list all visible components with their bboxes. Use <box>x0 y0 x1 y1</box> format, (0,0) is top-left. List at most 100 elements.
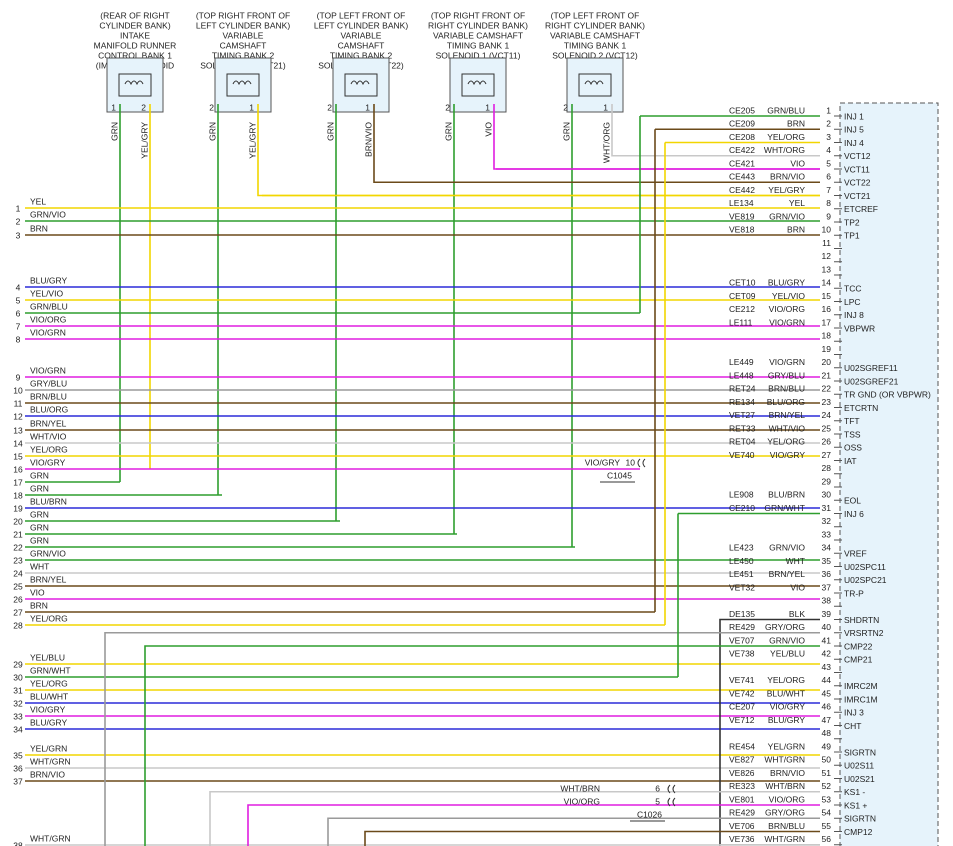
pin-number: 24 <box>822 410 832 420</box>
solenoid-coil <box>461 73 495 97</box>
wire-color: YEL/ORG <box>30 678 68 688</box>
signal-name: KS1 + <box>844 800 867 810</box>
wire-number: 27 <box>13 607 23 617</box>
wire-number: 35 <box>13 750 23 760</box>
circuit-id: RET33 <box>729 423 756 433</box>
circuit-id: VE818 <box>729 225 755 235</box>
solenoid-label: (TOP RIGHT FRONT OF <box>431 10 525 20</box>
wire-color: GRN/VIO <box>30 548 66 558</box>
solenoid-box <box>566 57 624 113</box>
pin-number: 5 <box>826 158 831 168</box>
pin-number: 37 <box>822 582 832 592</box>
wire-color: BLU/GRY <box>30 717 67 727</box>
connector-symbol <box>667 797 676 807</box>
wire-number: 16 <box>13 464 23 474</box>
solenoid-label: VARIABLE CAMSHAFT <box>433 30 523 40</box>
wire-number: 1 <box>16 203 21 213</box>
circuit-id: RET24 <box>729 384 756 394</box>
wire-color: BLU/ORG <box>767 397 805 407</box>
signal-name: VCT12 <box>844 151 871 161</box>
wire-number: 13 <box>13 425 23 435</box>
circuit-id: VE827 <box>729 755 755 765</box>
wire-color: GRN <box>30 509 49 519</box>
circuit-id: VE736 <box>729 834 755 844</box>
wire-color: YEL/BLU <box>770 649 805 659</box>
wire-color: WHT/VIO <box>769 423 806 433</box>
solenoid-label: RIGHT CYLINDER BANK) <box>545 20 645 30</box>
wire-color: GRN/VIO <box>769 543 805 553</box>
solenoid-label: CAMSHAFT <box>338 40 385 50</box>
signal-name: TCC <box>844 284 861 294</box>
signal-name: TP1 <box>844 231 860 241</box>
wire-number: 33 <box>13 711 23 721</box>
circuit-id: VE826 <box>729 768 755 778</box>
wire-color: GRY/ORG <box>765 808 805 818</box>
circuit-id: RE134 <box>729 397 755 407</box>
signal-name: IMRC1M <box>844 694 878 704</box>
connector-id: C1026 <box>637 809 662 819</box>
pin-number: 8 <box>826 198 831 208</box>
pin-number: 6 <box>826 172 831 182</box>
signal-name: TP2 <box>844 217 860 227</box>
circuit-id: CE210 <box>729 503 755 513</box>
coil-symbol <box>350 80 370 86</box>
solenoid-label: (TOP LEFT FRONT OF <box>317 10 406 20</box>
wire-number: 6 <box>16 308 21 318</box>
wire-number: 38 <box>13 840 23 846</box>
pin-number: 7 <box>826 185 831 195</box>
pin-number: 2 <box>141 102 146 112</box>
wire-number: 32 <box>13 698 23 708</box>
pin-number: 43 <box>822 662 832 672</box>
pin-number: 26 <box>822 437 832 447</box>
wire-color: BRN <box>30 600 48 610</box>
circuit-id: VE712 <box>729 715 755 725</box>
solenoid-label: VARIABLE <box>341 30 382 40</box>
wire-number: 5 <box>16 295 21 305</box>
wire-color: WHT/GRN <box>764 834 805 844</box>
wire-color: YEL/ORG <box>30 444 68 454</box>
circuit-id: CE421 <box>729 158 755 168</box>
wire-color: WHT <box>30 561 49 571</box>
pin-number: 41 <box>822 635 832 645</box>
pin-number: 48 <box>822 728 832 738</box>
pin-number: 47 <box>822 715 832 725</box>
solenoid-label: TIMING BANK 1 <box>447 40 510 50</box>
pin-wire <box>364 830 820 846</box>
solenoid-box <box>214 57 272 113</box>
splice-pin: 6 <box>655 783 660 793</box>
solenoid-label: CAMSHAFT <box>220 40 267 50</box>
solenoid-label: INTAKE <box>120 30 150 40</box>
wire-color: BRN/BLU <box>768 821 805 831</box>
pin-number: 39 <box>822 609 832 619</box>
circuit-id: RE454 <box>729 741 755 751</box>
solenoid-box <box>449 57 507 113</box>
wire-number: 31 <box>13 685 23 695</box>
pin-number: 1 <box>111 102 116 112</box>
wire-number: 36 <box>13 763 23 773</box>
solenoid-coil <box>118 73 152 97</box>
circuit-id: CE443 <box>729 172 755 182</box>
pin-wire <box>104 631 820 846</box>
wire-color: WHT/BRN <box>765 781 805 791</box>
pin-number: 2 <box>826 119 831 129</box>
wire-color: VIO/GRN <box>769 317 805 327</box>
wire-color: GRN/BLU <box>767 105 805 115</box>
signal-name: CMP12 <box>844 827 873 837</box>
solenoid-label: CONTROL BANK 1 <box>98 50 172 60</box>
wire-color: WHT/ORG <box>764 145 805 155</box>
pin-wire <box>327 817 820 846</box>
pin-number: 44 <box>822 675 832 685</box>
wire-color: GRN <box>30 522 49 532</box>
wire-color: VIO/ORG <box>769 794 805 804</box>
circuit-id: LE111 <box>729 317 753 327</box>
wire-color: GRY/BLU <box>30 378 67 388</box>
pin-number: 19 <box>822 344 832 354</box>
wire-color: GRN/VIO <box>30 209 66 219</box>
pin-number: 49 <box>822 741 832 751</box>
wire-color: YEL/GRY <box>247 122 257 159</box>
wire-color: VIO/GRY <box>30 457 66 467</box>
circuit-id: CE212 <box>729 304 755 314</box>
pin-number: 56 <box>822 834 832 844</box>
wire-color: BLU/GRY <box>768 715 805 725</box>
